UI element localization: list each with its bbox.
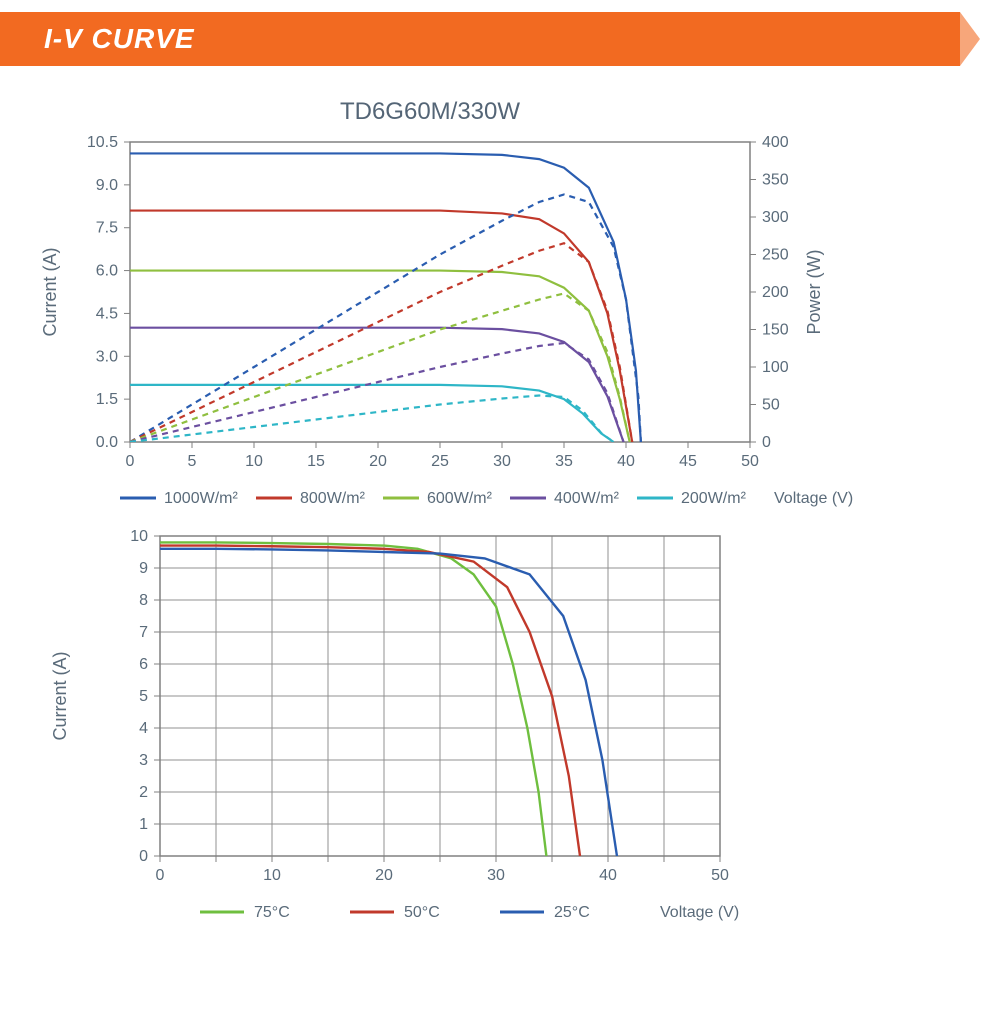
legend-label: 400W/m²: [554, 490, 620, 507]
chart1-iv-series: [130, 271, 630, 442]
chart1-yright-tick: 250: [762, 247, 789, 264]
chart1-power-series: [130, 343, 624, 442]
chart1-yleft-tick: 0.0: [96, 434, 118, 451]
legend-label: 200W/m²: [681, 490, 747, 507]
chart1-yleft-label: Current (A): [40, 247, 60, 336]
chart1-yright-tick: 200: [762, 284, 789, 301]
chart2-y-tick: 3: [139, 752, 148, 769]
chart1-yright-tick: 150: [762, 322, 789, 339]
chart1-x-tick: 50: [741, 453, 759, 470]
legend-label: 75°C: [254, 904, 290, 921]
chart2-y-tick: 2: [139, 784, 148, 801]
chart1-x-tick: 45: [679, 453, 697, 470]
section-header: I-V CURVE: [0, 12, 980, 66]
chart1-iv-series: [130, 211, 632, 442]
chart2-x-tick: 50: [711, 867, 729, 884]
chart2-x-tick: 40: [599, 867, 617, 884]
chart1-yright-tick: 50: [762, 397, 780, 414]
chart2-y-tick: 0: [139, 848, 148, 865]
chart2-x-label: Voltage (V): [660, 904, 739, 921]
chart2-y-tick: 1: [139, 816, 148, 833]
chart2-x-tick: 0: [156, 867, 165, 884]
chart1-x-label: Voltage (V): [774, 490, 853, 507]
chart1-x-tick: 15: [307, 453, 325, 470]
legend-label: 600W/m²: [427, 490, 493, 507]
chart2-series: [160, 542, 546, 856]
chart1-x-tick: 40: [617, 453, 635, 470]
chart1-x-tick: 35: [555, 453, 573, 470]
chart1-yleft-tick: 6.0: [96, 263, 118, 280]
chart1-yright-tick: 300: [762, 209, 789, 226]
chart1-yleft-tick: 1.5: [96, 391, 118, 408]
chart1-yleft-tick: 3.0: [96, 348, 118, 365]
chart1-x-tick: 5: [188, 453, 197, 470]
chart2-series: [160, 546, 580, 856]
chart1-x-tick: 30: [493, 453, 511, 470]
legend-label: 800W/m²: [300, 490, 366, 507]
legend-label: 25°C: [554, 904, 590, 921]
chart2-y-label: Current (A): [50, 651, 70, 740]
chart2-y-tick: 6: [139, 656, 148, 673]
chart1-yright-tick: 350: [762, 172, 789, 189]
chart2-y-tick: 5: [139, 688, 148, 705]
chart1-power-series: [130, 243, 632, 442]
chart2-series: [160, 549, 617, 856]
chart1-yright-tick: 400: [762, 134, 789, 151]
header-title: I-V CURVE: [44, 12, 195, 66]
header-arrow: [960, 12, 980, 66]
chart1-x-tick: 0: [126, 453, 135, 470]
chart1-yright-tick: 0: [762, 434, 771, 451]
chart1-yleft-tick: 7.5: [96, 220, 118, 237]
chart1-power-series: [130, 396, 614, 443]
chart2-y-tick: 4: [139, 720, 148, 737]
chart1-power-series: [130, 294, 630, 443]
chart1-yright-label: Power (W): [804, 250, 824, 335]
chart-title: TD6G60M/330W: [120, 98, 740, 126]
chart2-y-tick: 9: [139, 560, 148, 577]
chart2-y-tick: 8: [139, 592, 148, 609]
chart2-x-tick: 10: [263, 867, 281, 884]
chart1-yleft-tick: 4.5: [96, 305, 118, 322]
chart2-y-tick: 7: [139, 624, 148, 641]
chart2-x-tick: 20: [375, 867, 393, 884]
chart1-yleft-tick: 9.0: [96, 177, 118, 194]
chart1-x-tick: 25: [431, 453, 449, 470]
chart2-y-tick: 10: [130, 528, 148, 545]
legend-label: 1000W/m²: [164, 490, 238, 507]
chart1-x-tick: 10: [245, 453, 263, 470]
iv-temperature-chart: 0 1 2 3 4 5 6 7 8 9 10 0 10 20 30 40 50 Current (A) 75°C 50…: [0, 526, 960, 956]
chart1-yleft-tick: 10.5: [87, 134, 118, 151]
chart1-power-series: [130, 195, 641, 443]
chart1-x-tick: 20: [369, 453, 387, 470]
iv-power-chart: 0.01.53.04.56.07.59.010.5050100150200250…: [0, 132, 960, 522]
chart1-yright-tick: 100: [762, 359, 789, 376]
chart2-x-tick: 30: [487, 867, 505, 884]
legend-label: 50°C: [404, 904, 440, 921]
